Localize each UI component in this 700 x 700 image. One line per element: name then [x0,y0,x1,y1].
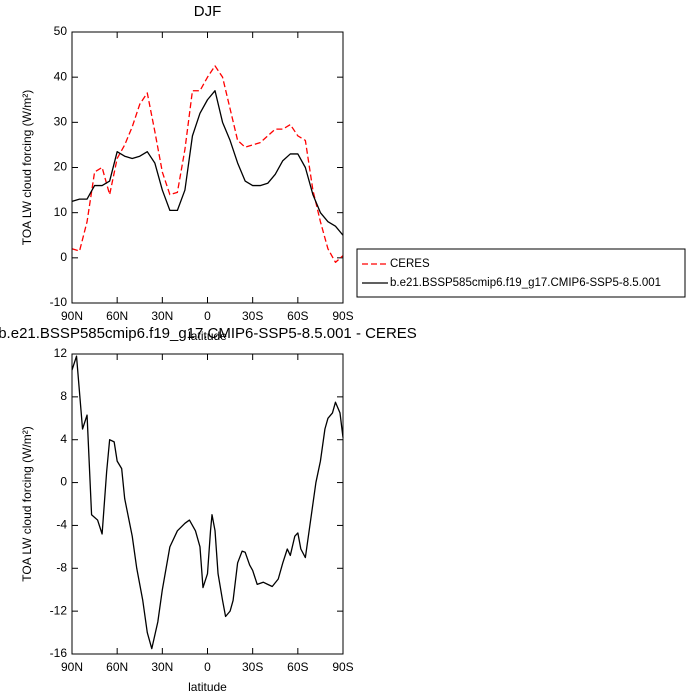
y-tick-label: -8 [56,560,67,574]
x-tick-label: 90S [332,309,353,323]
legend-box [356,248,686,298]
plot-frame [71,353,344,655]
legend-label: b.e21.BSSP585cmip6.f19_g17.CMIP6-SSP5-8.… [390,277,661,289]
y-tick-label: 40 [54,69,68,83]
y-tick-label: -16 [50,646,68,660]
x-tick-label: 60S [287,660,308,674]
y-tick-label: 30 [54,115,68,129]
data-line [71,65,344,263]
y-tick-label: 12 [54,346,68,360]
x-tick-label: 60N [106,660,128,674]
y-tick-label: 50 [54,24,68,38]
x-tick-label: 90S [332,660,353,674]
x-tick-label: 60S [287,309,308,323]
y-tick-label: -10 [50,295,68,309]
y-tick-label: 0 [60,250,67,264]
chart-title: DJF [194,3,222,20]
y-tick-label: 4 [60,432,67,446]
x-tick-label: 30N [151,660,173,674]
x-tick-label: 0 [204,309,211,323]
chart-title: b.e21.BSSP585cmip6.f19_g17.CMIP6-SSP5-8.… [0,325,417,342]
x-tick-label: 30S [242,309,263,323]
y-axis-label: TOA LW cloud forcing (W/m²) [20,426,34,582]
y-tick-label: 20 [54,160,68,174]
y-tick-label: 10 [54,205,68,219]
x-tick-label: 0 [204,660,211,674]
y-tick-label: 8 [60,389,67,403]
y-tick-label: -12 [50,603,68,617]
x-axis-label: latitude [188,329,227,343]
data-line [71,90,344,236]
x-tick-label: 90N [61,660,83,674]
x-tick-label: 60N [106,309,128,323]
legend-label: CERES [390,258,430,270]
x-tick-label: 30S [242,660,263,674]
x-tick-label: 90N [61,309,83,323]
plot-frame [71,31,344,304]
y-tick-label: -4 [56,518,67,532]
data-line [71,355,344,650]
x-axis-label: latitude [188,680,227,694]
y-tick-label: 0 [60,475,67,489]
x-tick-label: 30N [151,309,173,323]
y-axis-label: TOA LW cloud forcing (W/m²) [20,90,34,246]
